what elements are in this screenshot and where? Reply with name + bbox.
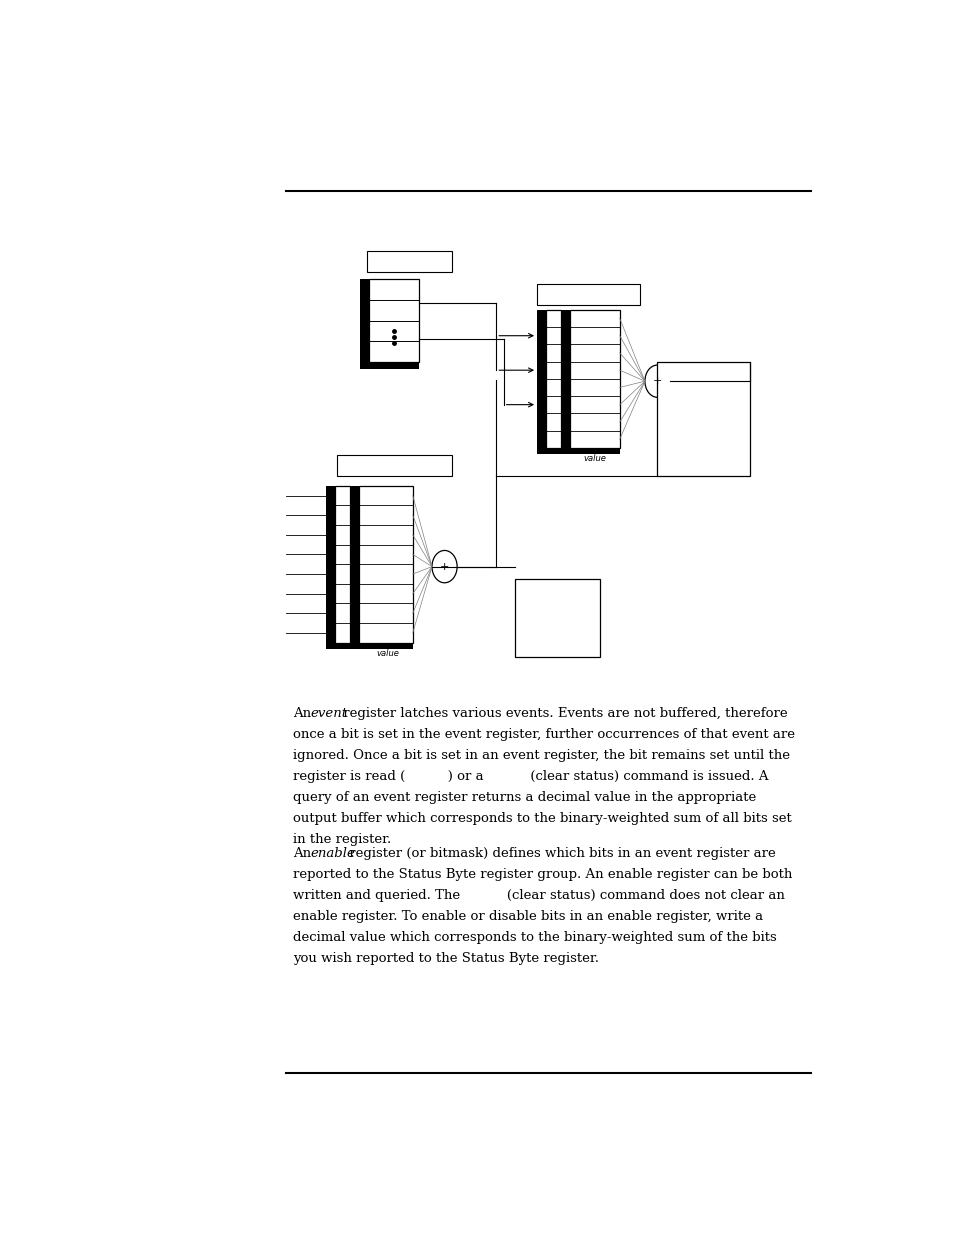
Text: An: An — [293, 847, 315, 860]
Bar — [337, 456, 452, 477]
Bar — [369, 279, 418, 362]
Text: +: + — [439, 562, 449, 572]
Text: query of an event register returns a decimal value in the appropriate: query of an event register returns a dec… — [293, 792, 756, 804]
Bar — [359, 279, 369, 362]
Bar — [326, 642, 413, 650]
Text: value: value — [375, 650, 398, 658]
Bar — [359, 362, 418, 369]
Bar — [350, 485, 358, 642]
Text: written and queried. The           (clear status) command does not clear an: written and queried. The (clear status) … — [293, 889, 784, 902]
Text: reported to the Status Byte register group. An enable register can be both: reported to the Status Byte register gro… — [293, 868, 792, 881]
Bar — [515, 579, 599, 657]
Text: decimal value which corresponds to the binary-weighted sum of the bits: decimal value which corresponds to the b… — [293, 931, 776, 944]
Text: enable: enable — [310, 847, 355, 860]
Text: output buffer which corresponds to the binary-weighted sum of all bits set: output buffer which corresponds to the b… — [293, 811, 791, 825]
Bar — [335, 485, 350, 642]
Text: ignored. Once a bit is set in an event register, the bit remains set until the: ignored. Once a bit is set in an event r… — [293, 750, 789, 762]
Bar — [569, 310, 619, 448]
Text: An: An — [293, 708, 315, 720]
Text: +: + — [652, 377, 661, 387]
Text: value: value — [582, 454, 605, 463]
Text: in the register.: in the register. — [293, 832, 391, 846]
Bar — [657, 362, 749, 477]
Text: event: event — [310, 708, 347, 720]
Bar — [560, 310, 569, 448]
Bar — [326, 485, 335, 642]
Text: register latches various events. Events are not buffered, therefore: register latches various events. Events … — [338, 708, 787, 720]
Text: once a bit is set in the event register, further occurrences of that event are: once a bit is set in the event register,… — [293, 729, 794, 741]
Text: register (or bitmask) defines which bits in an event register are: register (or bitmask) defines which bits… — [345, 847, 775, 860]
Bar — [545, 310, 560, 448]
Bar — [358, 485, 413, 642]
Bar — [537, 448, 619, 454]
Bar — [367, 251, 452, 272]
Text: enable register. To enable or disable bits in an enable register, write a: enable register. To enable or disable bi… — [293, 910, 762, 923]
Text: you wish reported to the Status Byte register.: you wish reported to the Status Byte reg… — [293, 952, 598, 965]
Text: register is read (          ) or a           (clear status) command is issued. A: register is read ( ) or a (clear status)… — [293, 771, 768, 783]
Bar — [537, 310, 545, 448]
Bar — [537, 284, 639, 305]
